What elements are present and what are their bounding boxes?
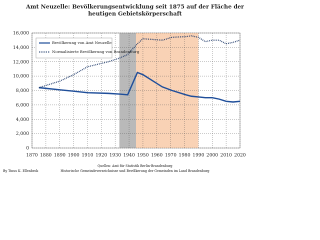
y-tick-label: 0 — [26, 146, 29, 152]
chart: Amt Neuzelle: Bevölkerungsentwicklung se… — [3, 4, 246, 174]
x-tick-label: 1910 — [82, 153, 94, 159]
y-tick-label: 8,000 — [16, 88, 29, 94]
author: By Tinus K. Ellenbrok — [3, 169, 38, 173]
x-tick-label: 1970 — [165, 153, 177, 159]
y-tick-label: 10,000 — [13, 74, 29, 80]
y-tick-label: 6,000 — [16, 102, 29, 108]
shaded-period — [136, 33, 199, 148]
legend-box — [35, 37, 113, 59]
shaded-period — [119, 33, 136, 148]
x-tick-label: 1980 — [179, 153, 191, 159]
x-tick-label: 1930 — [109, 153, 121, 159]
x-tick-label: 1900 — [68, 153, 80, 159]
x-tick-label: 1890 — [54, 153, 66, 159]
x-tick-label: 1870 — [26, 153, 38, 159]
x-tick-label: 1950 — [137, 153, 149, 159]
x-tick-label: 1940 — [123, 153, 135, 159]
x-tick-label: 2020 — [234, 153, 246, 159]
y-tick-label: 4,000 — [16, 117, 29, 123]
x-tick-label: 1990 — [193, 153, 205, 159]
x-tick-label: 1960 — [151, 153, 163, 159]
x-tick-label: 2010 — [220, 153, 232, 159]
chart-title: Amt Neuzelle: Bevölkerungsentwicklung se… — [25, 4, 244, 11]
x-tick-label: 2000 — [206, 153, 218, 159]
source: Historische Gemeindeverzeichnisse und Be… — [61, 169, 210, 173]
source: Quellen: Amt für Statistik Berlin-Brande… — [98, 164, 173, 168]
chart-title: heutigen Gebietskörperschaft — [88, 11, 182, 18]
legend-label: Normalisierte Bevölkerung von Brandenbur… — [52, 49, 140, 54]
y-tick-label: 2,000 — [16, 131, 29, 137]
x-tick-label: 1880 — [40, 153, 52, 159]
x-tick-label: 1920 — [95, 153, 107, 159]
y-tick-label: 16,000 — [13, 31, 29, 37]
y-tick-label: 12,000 — [13, 59, 29, 65]
y-tick-label: 14,000 — [13, 45, 29, 51]
legend-label: Bevölkerung von Amt Neuzelle — [52, 40, 112, 45]
series-line — [38, 71, 241, 103]
